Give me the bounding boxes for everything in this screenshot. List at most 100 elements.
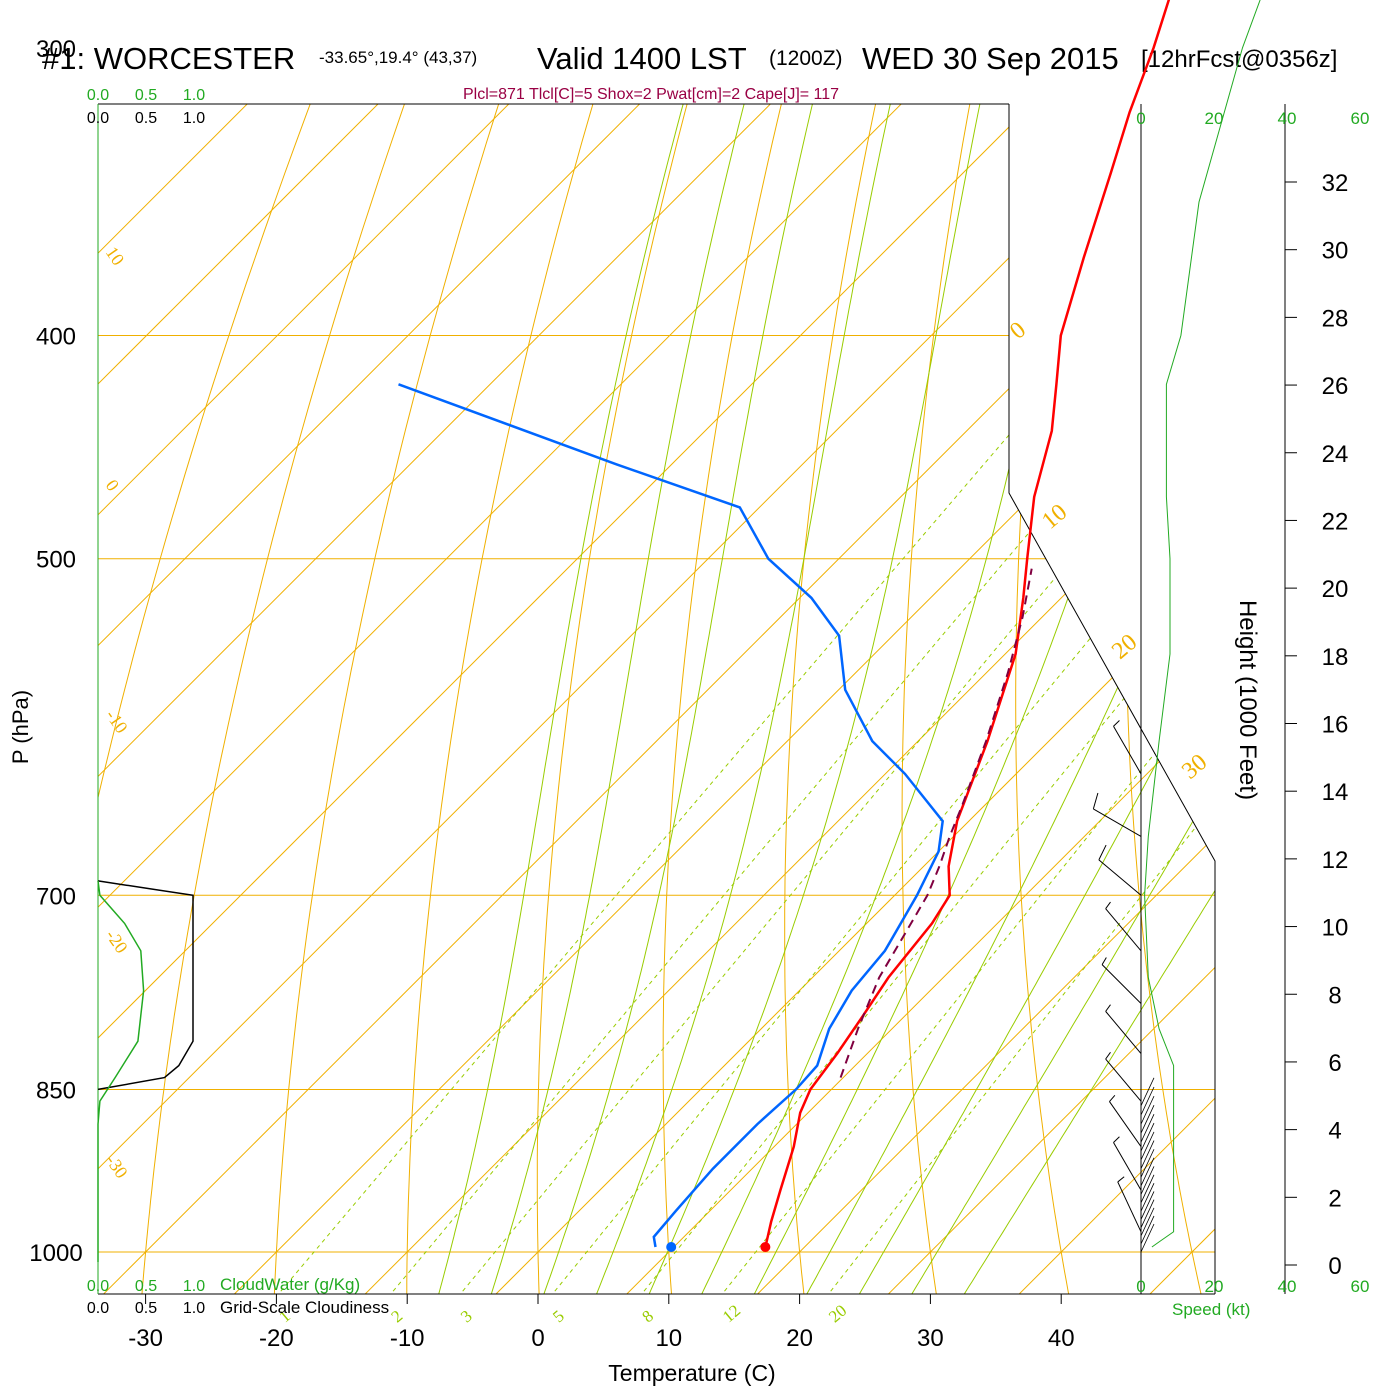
- mixing-ratio-label: 12: [719, 1301, 744, 1326]
- surface-barb: [1140, 1122, 1155, 1152]
- cloudwater-tick-label: 0.0: [87, 87, 109, 104]
- isotherm-line: [98, 104, 487, 1294]
- temperature-line: [764, 0, 1171, 1248]
- wind-barb: [1113, 720, 1142, 775]
- mixing-ratio-line: [280, 335, 1095, 1292]
- x-axis-title: Temperature (C): [608, 1360, 775, 1386]
- cloudwater-tick-label: 1.0: [183, 87, 205, 104]
- pressure-tick-label: 500: [36, 547, 76, 574]
- mixing-ratio-line: [643, 335, 1215, 1292]
- moist-adiabat: [436, 104, 754, 1294]
- isotherm-line: [98, 104, 1215, 1294]
- wind-barbs: [1085, 104, 1155, 1253]
- cloudiness-tick-label: 0.0: [87, 110, 109, 127]
- barb-half-flag: [1101, 957, 1107, 965]
- height-tick-label: 4: [1328, 1118, 1341, 1145]
- barb-flag: [1117, 414, 1131, 426]
- barb-half-flag: [1126, 501, 1135, 507]
- pressure-tick-label: 1000: [29, 1240, 82, 1267]
- barb-half-flag: [1113, 720, 1120, 727]
- surface-barb: [1140, 1174, 1155, 1203]
- valid-date: WED 30 Sep 2015: [862, 41, 1119, 76]
- cloudwater-tick-label: 0.0: [87, 1278, 109, 1295]
- cloudiness-tick-label: 0.5: [135, 110, 157, 127]
- speed-axis-label: Speed (kt): [1172, 1300, 1250, 1319]
- wind-barb: [1092, 792, 1142, 837]
- temperature-tick-label: -10: [390, 1325, 425, 1352]
- surface-barb: [1140, 1149, 1155, 1178]
- wind-barb: [1109, 1095, 1142, 1147]
- surface-barb: [1140, 1223, 1155, 1253]
- surface-barb: [1140, 1183, 1155, 1212]
- temperature-tick-label: 40: [1048, 1325, 1075, 1352]
- isotherm-line: [98, 104, 617, 1294]
- y-axis-title: P (hPa): [8, 690, 33, 764]
- dry-adiabat: [662, 104, 845, 1294]
- barb-half-flag: [1113, 670, 1120, 677]
- station-location: -33.65°,19.4° (43,37): [319, 48, 477, 67]
- mixing-ratio-label: 2: [387, 1306, 406, 1326]
- mixing-ratio-line: [830, 335, 1215, 1292]
- barb-staff: [1098, 348, 1142, 385]
- isotherm-line: [98, 104, 748, 1294]
- isotherm-line: [98, 104, 1215, 1294]
- dry-adiabat: [406, 104, 669, 1294]
- surface-barb: [1140, 1207, 1155, 1237]
- parcel-line: [839, 568, 1033, 1078]
- barb-flag: [1113, 371, 1126, 384]
- isotherm-label: 0: [102, 476, 124, 495]
- barb-staff: [1086, 325, 1142, 337]
- surface-dewpoint-dot: [666, 1241, 677, 1252]
- barb-half-flag: [1109, 1095, 1116, 1102]
- isotherm-line: [619, 104, 1215, 1294]
- surface-barb: [1140, 1166, 1155, 1195]
- mixing-ratio-label: 3: [457, 1306, 476, 1326]
- cloudwater-line: [97, 880, 145, 1262]
- temperature-tick-label: 10: [655, 1325, 682, 1352]
- dewpoint-line: [398, 383, 945, 1248]
- barb-flag: [1088, 194, 1092, 212]
- barb-staff: [1105, 908, 1142, 952]
- barb-half-flag: [1105, 1004, 1111, 1012]
- wind-barb: [1105, 901, 1142, 952]
- barb-staff: [1093, 808, 1142, 837]
- moist-adiabat: [802, 104, 1215, 1294]
- barb-staff: [1121, 565, 1142, 618]
- cloud-panel: [97, 880, 194, 1262]
- barb-flag: [1121, 456, 1137, 467]
- barb-staff: [1117, 425, 1142, 476]
- wind-barb: [1087, 104, 1142, 113]
- isotherm-line: [1142, 104, 1215, 1294]
- mixing-ratio-line: [462, 335, 1215, 1292]
- barb-flag: [1094, 251, 1098, 268]
- height-tick-label: 28: [1322, 305, 1349, 332]
- barb-half-flag: [1121, 560, 1130, 566]
- surface-barb: [1140, 1105, 1155, 1134]
- wind-barb: [1105, 1052, 1142, 1102]
- stability-indices: Plcl=871 Tlcl[C]=5 Shox=2 Pwat[cm]=2 Cap…: [463, 86, 839, 103]
- cloudwater-tick-label: 1.0: [183, 1278, 205, 1295]
- height-tick-label: 18: [1322, 644, 1349, 671]
- wind-barb: [1126, 501, 1142, 559]
- barb-staff: [1101, 964, 1142, 1004]
- isotherm-line: [98, 104, 1010, 1294]
- height-tick-label: 12: [1322, 847, 1349, 874]
- speed-tick-label: 40: [1278, 1277, 1297, 1296]
- height-tick-label: 32: [1322, 170, 1349, 197]
- barb-staff: [1105, 1011, 1142, 1054]
- wind-barb: [1085, 309, 1142, 337]
- isotherm-line: [227, 104, 1215, 1294]
- barb-flag: [1098, 333, 1107, 350]
- barb-half-flag: [1105, 901, 1111, 909]
- barb-half-flag: [1117, 616, 1125, 623]
- wind-barb: [1121, 456, 1142, 519]
- isotherm-label: 10: [102, 243, 129, 269]
- temperature-tick-label: 0: [531, 1325, 544, 1352]
- isotherm-line: [750, 104, 1215, 1294]
- speed-tick-label: 60: [1351, 109, 1370, 128]
- surface-barb: [1140, 1140, 1155, 1169]
- barb-staff: [1113, 1142, 1142, 1191]
- barb-staff: [1113, 382, 1142, 432]
- isotherm-label: 10: [1037, 499, 1072, 534]
